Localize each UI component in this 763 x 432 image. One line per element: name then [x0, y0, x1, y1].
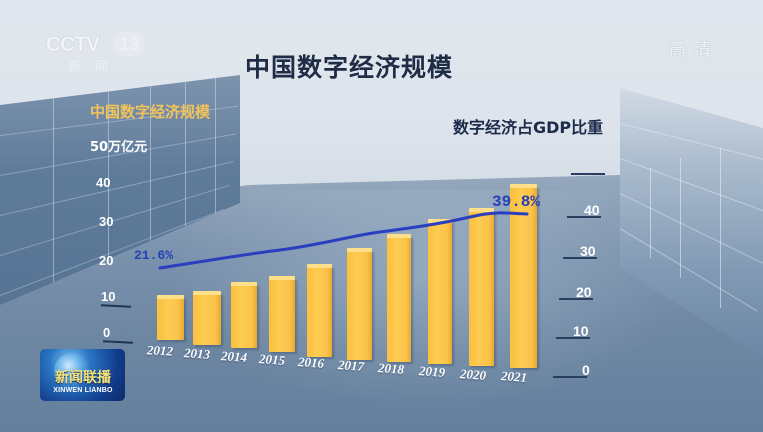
- left-axis-tick-0: 0: [103, 325, 111, 340]
- right-axis-tick-line-30: [563, 257, 597, 259]
- program-logo-en: XINWEN LIANBO: [53, 387, 113, 394]
- left-axis-tick-10: 10: [101, 289, 116, 304]
- chart-title: 中国数字经济规模: [245, 53, 454, 82]
- left-axis-tick-30: 30: [99, 214, 114, 229]
- gdp-share-label-2021: 39.8%: [492, 193, 541, 211]
- bar-2016: [307, 264, 332, 357]
- bar-2015: [269, 276, 295, 352]
- right-axis-tick-0: 0: [582, 362, 590, 378]
- gdp-share-label-2012: 21.6%: [134, 248, 174, 263]
- right-axis-tick-10: 10: [573, 323, 589, 339]
- right-axis-tick-20: 20: [576, 284, 592, 300]
- right-axis-tick-line-0: [553, 376, 587, 378]
- hd-badge: 高清: [669, 40, 719, 60]
- bar-2013: [193, 291, 221, 345]
- right-axis-tick-40: 40: [584, 202, 600, 218]
- bar-2020: [469, 208, 494, 366]
- right-axis-tick-line-10: [556, 337, 590, 339]
- bar-2012: [157, 295, 184, 340]
- bar-2018: [387, 234, 411, 362]
- channel-subtitle: 新闻: [68, 60, 123, 75]
- bar-2017: [347, 248, 372, 360]
- right-axis-title: 数字经济占GDP比重: [453, 118, 604, 137]
- right-axis-tick-line-50: [571, 173, 605, 175]
- right-axis-tick-30: 30: [580, 243, 596, 259]
- cctv-logo: CCTV: [46, 33, 100, 56]
- bar-2014: [231, 282, 257, 348]
- xinwen-lianbo-logo: 新闻联播 XINWEN LIANBO: [40, 349, 125, 401]
- left-axis-tick-20: 20: [99, 253, 114, 268]
- program-logo-cn: 新闻联播: [55, 370, 111, 386]
- bar-2019: [428, 219, 452, 364]
- globe-icon: [54, 353, 90, 389]
- channel-number-badge: 13: [114, 32, 144, 56]
- right-axis-tick-line-40: [567, 216, 601, 218]
- left-axis-title: 中国数字经济规模: [90, 103, 211, 121]
- left-axis-tick-40: 40: [96, 175, 111, 190]
- left-axis-unit: 50万亿元: [90, 140, 148, 155]
- right-axis-tick-line-20: [559, 298, 593, 300]
- bar-2021: [510, 184, 537, 368]
